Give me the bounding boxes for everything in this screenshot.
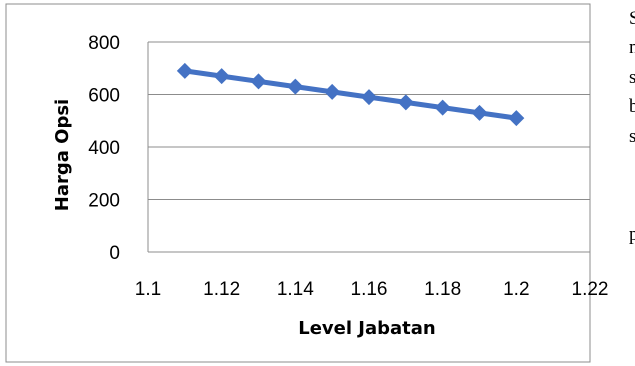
data-point-marker — [213, 68, 230, 85]
y-tick-label: 800 — [88, 33, 120, 54]
side-text-line: S — [629, 8, 635, 29]
series-line — [184, 68, 517, 121]
x-tick-label: 1.2 — [503, 279, 529, 300]
y-tick-labels: 0 200 400 600 800 — [88, 33, 120, 264]
data-point-marker — [471, 104, 488, 121]
data-point-marker — [397, 94, 414, 111]
side-text-line: s — [629, 67, 635, 88]
series-markers — [176, 62, 525, 127]
x-tick-label: 1.22 — [572, 279, 609, 300]
x-tick-label: 1.12 — [203, 279, 240, 300]
side-text-line: p — [629, 224, 635, 245]
side-text-line: s — [629, 126, 635, 147]
x-tick-label: 1.16 — [351, 279, 388, 300]
chart-frame — [5, 3, 591, 363]
data-point-marker — [434, 99, 451, 116]
x-tick-label: 1.1 — [135, 279, 161, 300]
data-point-marker — [176, 62, 193, 79]
x-tick-label: 1.14 — [277, 279, 314, 300]
y-tick-label: 200 — [88, 191, 120, 212]
gridlines — [148, 41, 590, 253]
y-tick-label: 600 — [88, 86, 120, 107]
data-point-marker — [250, 73, 267, 90]
y-axis-title: Harga Opsi — [52, 99, 73, 211]
data-point-marker — [508, 110, 525, 127]
y-tick-label: 400 — [88, 138, 120, 159]
side-text-line: b — [629, 96, 635, 117]
data-point-marker — [361, 89, 377, 106]
data-point-marker — [287, 78, 304, 95]
side-text-line: n — [629, 37, 635, 58]
y-tick-label: 0 — [109, 243, 120, 264]
x-axis-title: Level Jabatan — [298, 318, 436, 339]
data-point-marker — [324, 83, 341, 100]
x-tick-label: 1.18 — [424, 279, 461, 300]
x-tick-labels: 1.1 1.12 1.14 1.16 1.18 1.2 1.22 — [135, 279, 609, 300]
